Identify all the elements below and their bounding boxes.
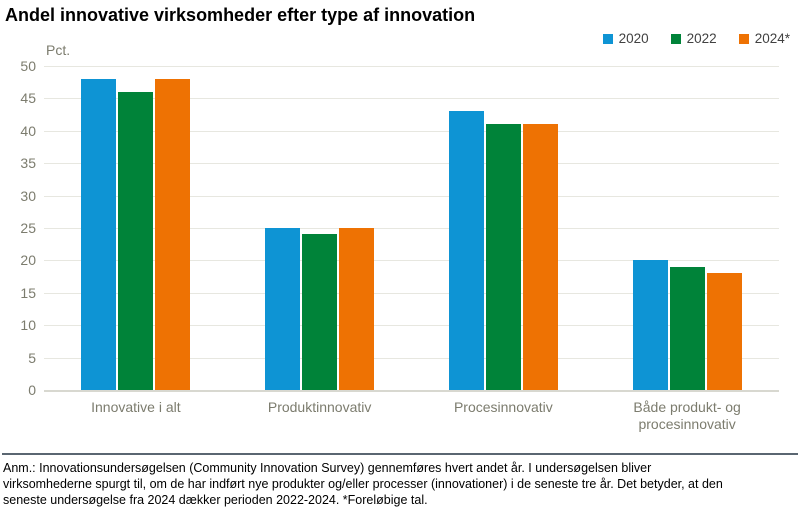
footnote-line: Anm.: Innovationsundersøgelsen (Communit… [3, 461, 652, 475]
x-category-label: Procesinnovativ [453, 399, 553, 415]
bar-2024-2 [339, 228, 375, 390]
footnote-line: virksomhederne spurgt til, om de har ind… [3, 477, 723, 491]
gridline-20 [44, 260, 779, 262]
legend-label: 2022 [686, 31, 717, 46]
x-category-label: Produktinnovativ [267, 399, 372, 415]
y-tick-label: 0 [28, 382, 36, 398]
y-axis-unit-label: Pct. [46, 42, 71, 58]
gridline-30 [44, 195, 779, 197]
gridline-40 [44, 130, 779, 132]
footnote-line: seneste undersøgelse fra 2024 dækker per… [3, 493, 428, 507]
legend-label: 2020 [618, 31, 649, 46]
legend-swatch-icon [670, 33, 681, 44]
bar-group [228, 66, 412, 390]
legend-swatch-icon [602, 33, 613, 44]
bar-group [44, 66, 228, 390]
legend-item-2024: 2024* [738, 31, 790, 46]
x-category-label: Innovative i alt [91, 399, 181, 415]
legend-swatch-icon [738, 33, 749, 44]
gridline-0 [44, 390, 779, 392]
x-axis-category-labels: Innovative i alt Produktinnovativ Procesin… [44, 399, 779, 433]
legend-item-2020: 2020 [602, 31, 649, 46]
gridline-45 [44, 98, 779, 100]
bars-layer [44, 66, 779, 390]
plot-area [44, 66, 779, 392]
y-tick-label: 10 [20, 317, 36, 334]
y-tick-label: 40 [20, 122, 36, 139]
y-tick-label: 5 [28, 349, 36, 366]
bar-2020-1 [81, 78, 117, 390]
gridline-10 [44, 325, 779, 327]
bar-2022-3 [485, 124, 521, 390]
footer-divider [2, 453, 798, 455]
y-tick-label: 45 [20, 90, 36, 107]
bar-2022-2 [302, 234, 338, 390]
y-tick-label: 15 [20, 284, 36, 301]
bar-2024-3 [522, 124, 558, 390]
legend: 2020 2022 2024* [602, 31, 790, 46]
gridline-15 [44, 292, 779, 294]
legend-label: 2024* [754, 31, 790, 46]
bar-2024-1 [155, 78, 191, 390]
y-tick-label: 35 [20, 155, 36, 172]
bar-2022-1 [118, 91, 154, 390]
y-tick-label: 20 [20, 252, 36, 269]
bar-group [595, 66, 779, 390]
gridline-5 [44, 357, 779, 359]
bar-2022-4 [669, 266, 705, 390]
bar-2020-3 [448, 111, 484, 390]
bar-2024-4 [706, 273, 742, 390]
x-category-label: Både produkt- og procesinnovativ [633, 399, 741, 432]
gridline-50 [44, 66, 779, 67]
legend-item-2022: 2022 [670, 31, 717, 46]
y-tick-label: 30 [20, 187, 36, 204]
gridline-35 [44, 163, 779, 165]
bar-2020-4 [632, 260, 668, 390]
y-tick-label: 25 [20, 220, 36, 236]
bar-group [412, 66, 596, 390]
gridline-25 [44, 228, 779, 229]
y-tick-label: 50 [20, 58, 36, 74]
footnote: Anm.: Innovationsundersøgelsen (Communit… [3, 460, 797, 508]
chart-title: Andel innovative virksomheder efter type… [5, 5, 476, 25]
bar-2020-2 [265, 228, 301, 390]
